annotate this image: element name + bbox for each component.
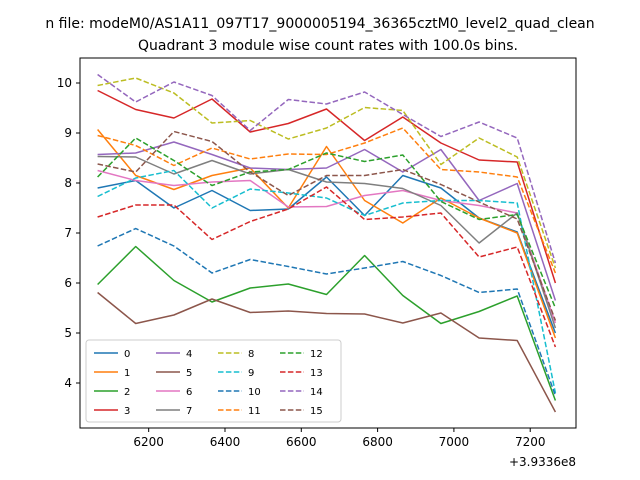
x-tick-label: 6600 [286,435,317,449]
x-tick-label: 6800 [362,435,393,449]
series-line-7 [97,155,557,329]
legend-label-7: 7 [186,406,192,417]
series-line-6 [97,169,557,324]
series-line-8 [97,77,557,269]
figure-suptitle: n file: modeM0/AS1A11_097T17_9000005194_… [45,16,594,32]
series-group [97,73,557,413]
legend-label-8: 8 [248,349,254,360]
legend-label-3: 3 [124,406,130,417]
y-tick-label: 5 [64,326,72,340]
series-line-9 [97,169,557,394]
legend-label-11: 11 [248,406,261,417]
series-line-3 [97,89,557,284]
y-tick-label: 4 [64,376,72,390]
legend-box [85,339,342,423]
legend-label-13: 13 [310,368,323,379]
legend-label-6: 6 [186,387,192,398]
x-axis: 6200 6400 6600 6800 7000 7200 [133,428,545,449]
x-axis-offset-label: +3.9336e8 [509,455,576,469]
y-tick-label: 8 [64,176,72,190]
series-line-11 [97,127,557,274]
legend-label-15: 15 [310,406,323,417]
series-line-10 [97,227,557,396]
x-tick-label: 7200 [515,435,546,449]
x-tick-label: 6400 [210,435,241,449]
legend-label-14: 14 [310,387,323,398]
axes-frame [79,57,577,429]
y-tick-label: 6 [64,276,72,290]
series-line-2 [97,245,557,401]
legend-label-5: 5 [186,368,192,379]
series-line-5 [97,291,557,413]
series-line-1 [97,129,557,339]
y-axis: 4 5 6 7 8 9 10 [57,76,80,390]
legend-label-12: 12 [310,349,323,360]
series-line-15 [97,130,557,321]
x-tick-label: 6200 [133,435,164,449]
legend-label-0: 0 [124,349,130,360]
y-tick-label: 7 [64,226,72,240]
legend-label-9: 9 [248,368,254,379]
legend-label-2: 2 [124,387,130,398]
legend-label-4: 4 [186,349,192,360]
y-tick-label: 9 [64,126,72,140]
y-tick-label: 10 [57,76,72,90]
x-tick-label: 7000 [439,435,470,449]
series-line-13 [97,186,557,348]
legend-label-1: 1 [124,368,130,379]
series-line-12 [97,137,557,309]
legend-label-10: 10 [248,387,261,398]
chart-title: Quadrant 3 module wise count rates with … [138,38,518,54]
series-line-14 [97,73,557,264]
